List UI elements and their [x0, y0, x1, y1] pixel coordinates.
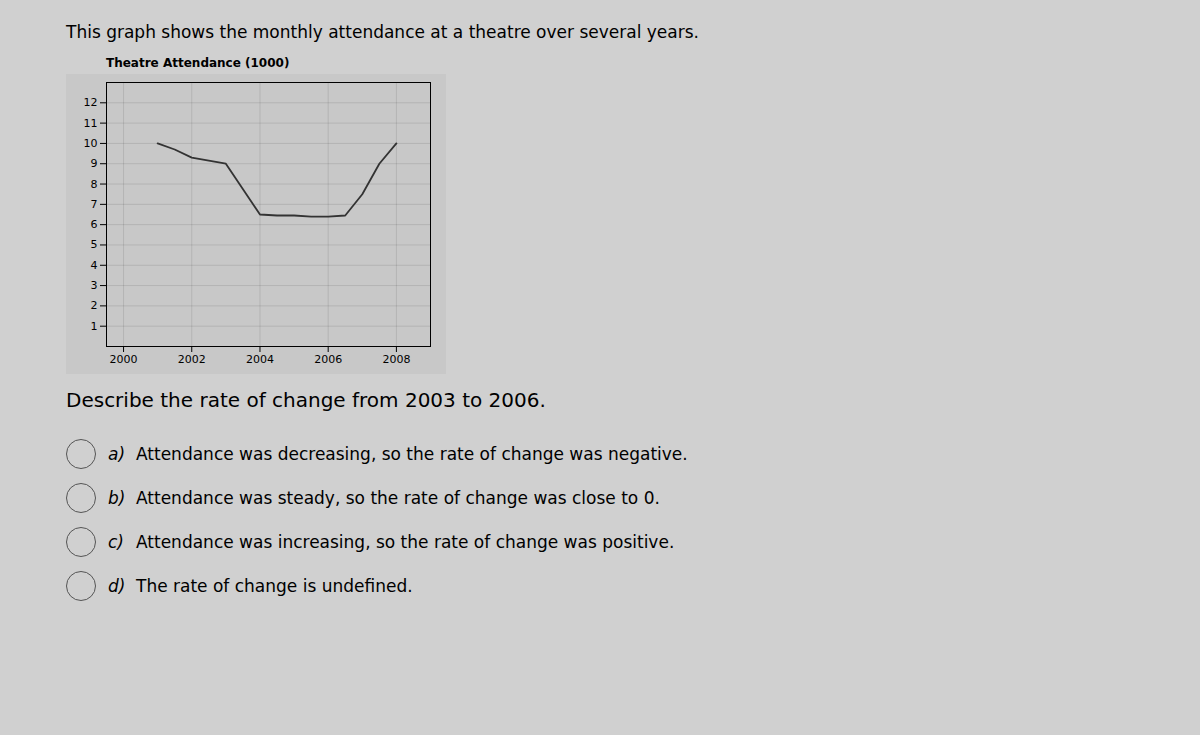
svg-text:2002: 2002 — [178, 353, 206, 366]
svg-text:3: 3 — [91, 279, 98, 292]
svg-text:11: 11 — [84, 117, 98, 130]
html-text:Theatre Attendance (1000): Theatre Attendance (1000) — [106, 56, 290, 70]
svg-text:2: 2 — [91, 299, 98, 312]
svg-text:4: 4 — [91, 259, 98, 272]
svg-text:12: 12 — [84, 96, 98, 109]
svg-text:7: 7 — [91, 198, 98, 211]
svg-text:9: 9 — [91, 157, 98, 170]
html-text:a): a) — [108, 444, 126, 464]
svg-text:2008: 2008 — [382, 353, 410, 366]
svg-text:8: 8 — [91, 178, 98, 191]
html-text:b): b) — [108, 488, 126, 508]
html-text:d): d) — [108, 576, 126, 596]
svg-text:2000: 2000 — [110, 353, 138, 366]
svg-text:2004: 2004 — [246, 353, 274, 366]
html-text:The rate of change is undefine: The rate of change is undefined. — [136, 576, 413, 596]
svg-text:6: 6 — [91, 218, 98, 231]
html-text:Attendance was increasing, so: Attendance was increasing, so the rate o… — [136, 532, 675, 552]
html-text:c): c) — [108, 532, 124, 552]
html-text:Attendance was decreasing, so: Attendance was decreasing, so the rate o… — [136, 444, 688, 464]
svg-text:2006: 2006 — [314, 353, 342, 366]
html-text:This graph shows the monthly a: This graph shows the monthly attendance … — [66, 22, 699, 42]
html-text:Attendance was steady, so the: Attendance was steady, so the rate of ch… — [136, 488, 660, 508]
svg-text:10: 10 — [84, 137, 98, 150]
svg-text:5: 5 — [91, 238, 98, 251]
html-text:Describe the rate of change fr: Describe the rate of change from 2003 to… — [66, 388, 546, 412]
svg-text:1: 1 — [91, 320, 98, 333]
